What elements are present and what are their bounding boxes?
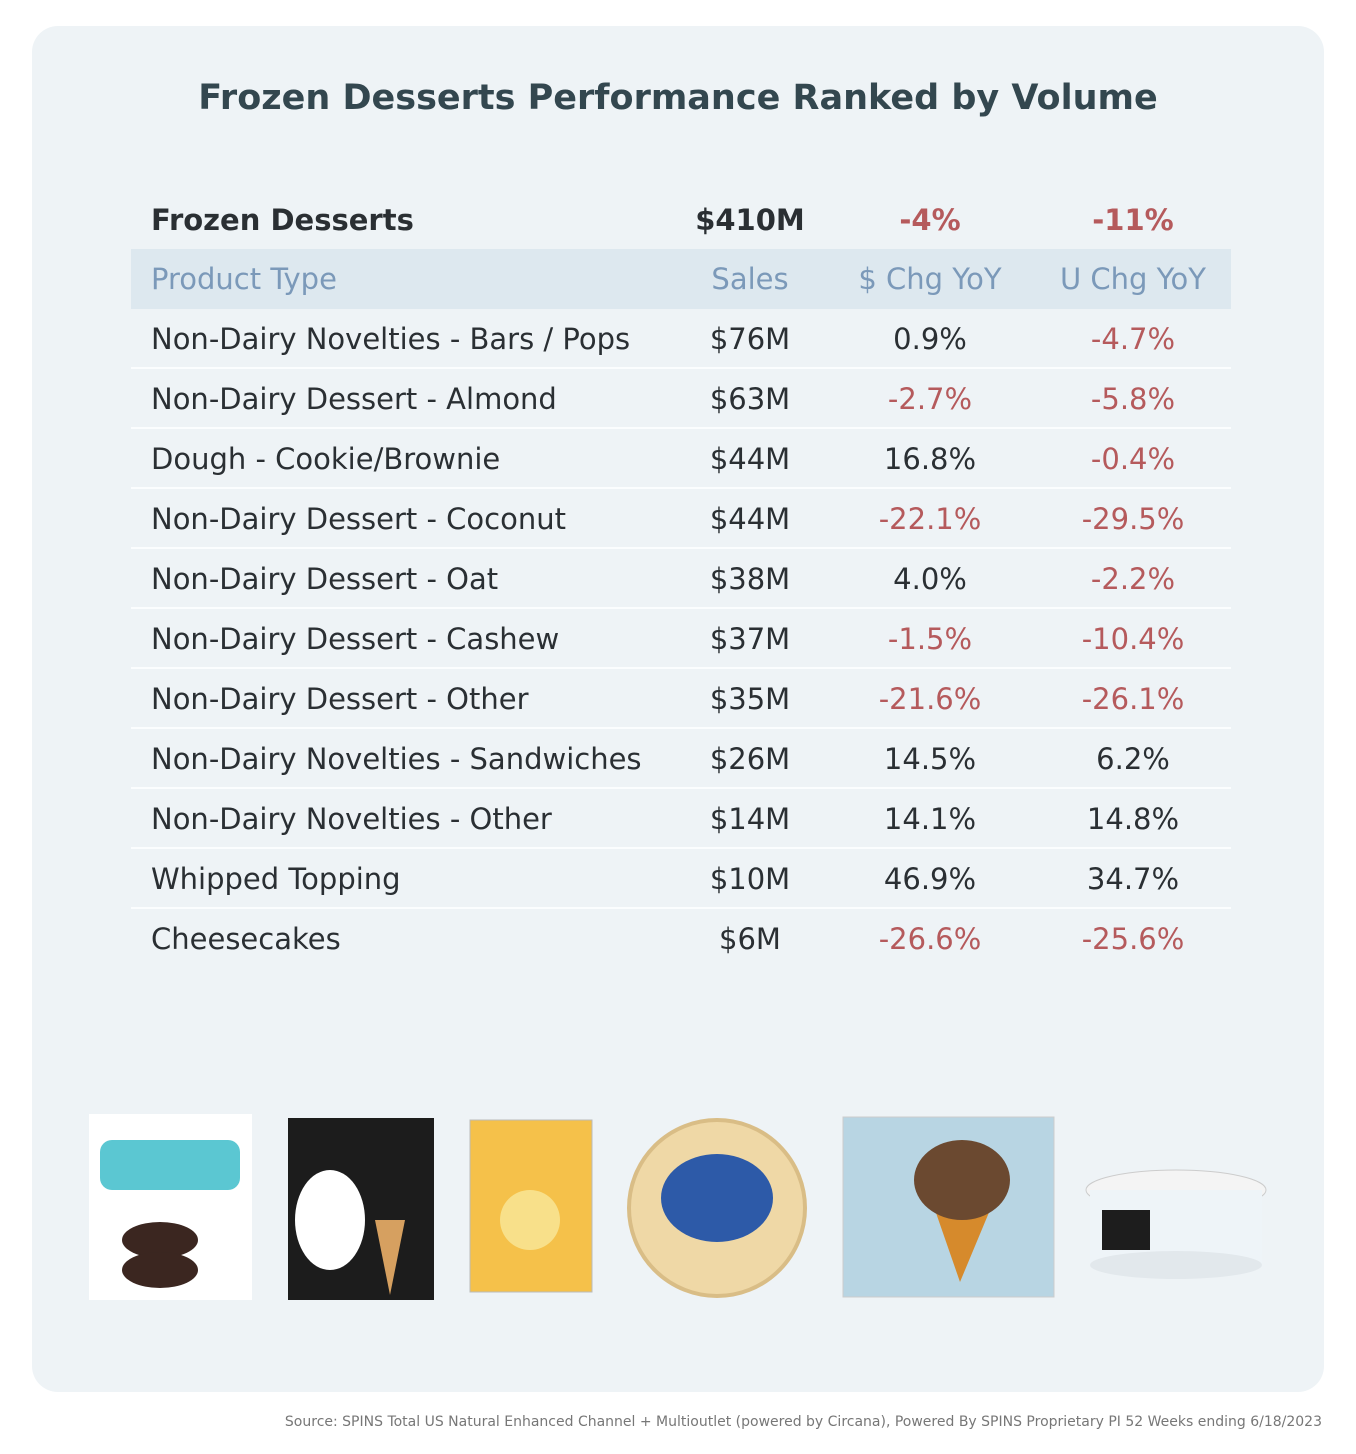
table-row: Dough - Cookie/Brownie $44M 16.8% -0.4% bbox=[131, 429, 1231, 489]
product-images bbox=[89, 1114, 1267, 1300]
table-row: Non-Dairy Novelties - Other $14M 14.1% 14.8… bbox=[131, 789, 1231, 849]
source-note: Source: SPINS Total US Natural Enhanced … bbox=[284, 1414, 1322, 1430]
cell: -4.7% bbox=[1090, 322, 1176, 356]
product-image bbox=[935, 1210, 990, 1282]
cell: $44M bbox=[709, 502, 791, 536]
table-row: Non-Dairy Dessert - Other $35M -21.6% -26.1… bbox=[131, 669, 1231, 729]
cell: U Chg YoY bbox=[1059, 262, 1207, 296]
product-image bbox=[295, 1170, 365, 1270]
cell: Non-Dairy Dessert - Almond bbox=[151, 382, 557, 416]
cell: -21.6% bbox=[878, 682, 982, 716]
cell: -22.1% bbox=[878, 502, 982, 536]
cell: 16.8% bbox=[883, 442, 977, 476]
cell: $35M bbox=[709, 682, 791, 716]
product-image bbox=[661, 1154, 773, 1242]
summary-row: Frozen Desserts $410M -4% -11% bbox=[131, 190, 1231, 250]
cell: 14.5% bbox=[883, 742, 977, 776]
cell: Non-Dairy Dessert - Oat bbox=[151, 562, 499, 596]
cell: -5.8% bbox=[1090, 382, 1176, 416]
cell: 0.9% bbox=[893, 322, 967, 356]
cell: $63M bbox=[709, 382, 791, 416]
cell: 14.8% bbox=[1086, 802, 1180, 836]
product-image bbox=[375, 1220, 405, 1295]
cell: Cheesecakes bbox=[151, 922, 341, 956]
header-row: Product Type Sales $ Chg YoY U Chg YoY bbox=[131, 249, 1231, 309]
title: Frozen Desserts Performance Ranked by Vo… bbox=[198, 78, 1158, 118]
cell: 46.9% bbox=[883, 862, 977, 896]
cell: -11% bbox=[1092, 203, 1174, 237]
cell: Sales bbox=[711, 262, 789, 296]
cell: $44M bbox=[709, 442, 791, 476]
cell: -2.2% bbox=[1090, 562, 1176, 596]
cell: -26.1% bbox=[1081, 682, 1185, 716]
product-image bbox=[122, 1252, 198, 1288]
cell: 6.2% bbox=[1096, 742, 1170, 776]
table-row: Whipped Topping $10M 46.9% 34.7% bbox=[131, 849, 1231, 909]
cell: $37M bbox=[709, 622, 791, 656]
cell: Non-Dairy Novelties - Other bbox=[151, 802, 552, 836]
product-image bbox=[1090, 1251, 1262, 1279]
cell: Non-Dairy Novelties - Bars / Pops bbox=[151, 322, 631, 356]
cell: Non-Dairy Dessert - Cashew bbox=[151, 622, 560, 656]
cell: $6M bbox=[719, 922, 781, 956]
product-image bbox=[914, 1140, 1010, 1220]
product-image bbox=[500, 1190, 560, 1250]
cell: 34.7% bbox=[1086, 862, 1180, 896]
product-image bbox=[100, 1140, 240, 1190]
cell: Non-Dairy Novelties - Sandwiches bbox=[151, 742, 642, 776]
cell: Dough - Cookie/Brownie bbox=[151, 442, 501, 476]
product-image bbox=[122, 1222, 198, 1258]
cell: 4.0% bbox=[893, 562, 967, 596]
cell: -4% bbox=[899, 203, 961, 237]
cell: -2.7% bbox=[887, 382, 973, 416]
cell: $26M bbox=[709, 742, 791, 776]
cell: -29.5% bbox=[1081, 502, 1185, 536]
cell: Frozen Desserts bbox=[151, 203, 414, 237]
cell: $14M bbox=[709, 802, 791, 836]
cell: Non-Dairy Dessert - Coconut bbox=[151, 502, 566, 536]
cell: -25.6% bbox=[1081, 922, 1185, 956]
cell: Product Type bbox=[151, 262, 337, 296]
cell: -26.6% bbox=[878, 922, 982, 956]
table-row: Non-Dairy Novelties - Bars / Pops $76M 0.9… bbox=[131, 309, 1231, 369]
cell: $76M bbox=[709, 322, 791, 356]
cell: $38M bbox=[709, 562, 791, 596]
table-row: Cheesecakes $6M -26.6% -25.6% bbox=[131, 909, 1231, 969]
cell: $10M bbox=[709, 862, 791, 896]
product-image bbox=[1102, 1210, 1150, 1250]
table-row: Non-Dairy Dessert - Almond $63M -2.7% -5.8% bbox=[131, 369, 1231, 429]
cell: Whipped Topping bbox=[151, 862, 401, 896]
cell: $410M bbox=[695, 203, 805, 237]
cell: Non-Dairy Dessert - Other bbox=[151, 682, 529, 716]
table-row: Non-Dairy Dessert - Cashew $37M -1.5% -10.4… bbox=[131, 609, 1231, 669]
cell: -10.4% bbox=[1081, 622, 1185, 656]
table-row: Non-Dairy Novelties - Sandwiches $26M 14.5… bbox=[131, 729, 1231, 789]
cell: 14.1% bbox=[883, 802, 977, 836]
cell: -1.5% bbox=[887, 622, 973, 656]
table-row: Non-Dairy Dessert - Coconut $44M -22.1% -29… bbox=[131, 489, 1231, 549]
table-row: Non-Dairy Dessert - Oat $38M 4.0% -2.2% bbox=[131, 549, 1231, 609]
cell: -0.4% bbox=[1090, 442, 1176, 476]
cell: $ Chg YoY bbox=[858, 262, 1002, 296]
